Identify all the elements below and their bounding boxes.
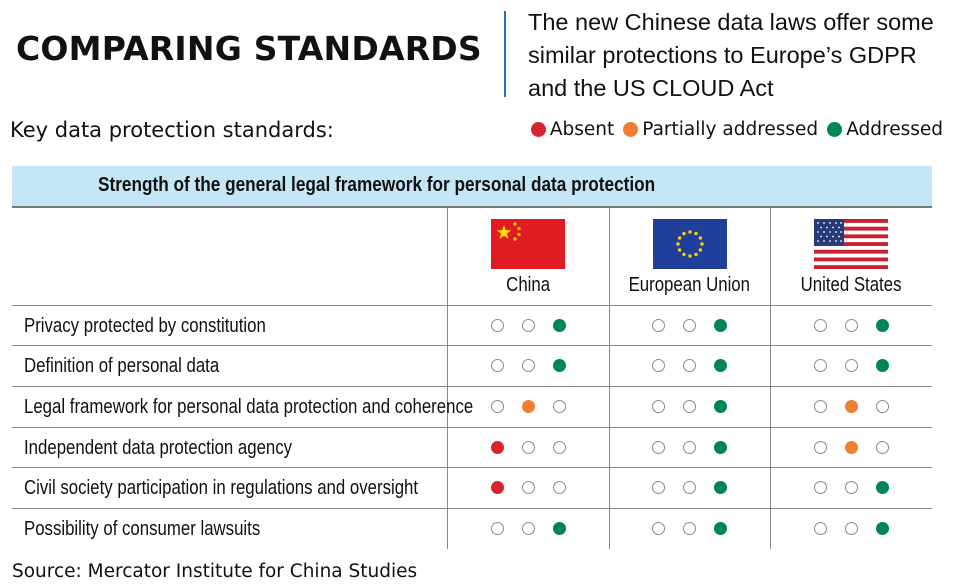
legend-dot-addressed [827, 122, 843, 137]
legend-item-partial: Partially addressed [623, 119, 818, 140]
rating-dot-us-addressed [875, 318, 889, 332]
legend-item-absent: Absent [530, 119, 615, 140]
rating-dot-empty [652, 400, 665, 413]
rating-dot-eu-addressed [714, 521, 727, 535]
title-divider [504, 11, 506, 97]
rating-dot-china-partially-addressed [521, 400, 535, 413]
rating-dot-empty [875, 440, 889, 454]
row-label: Possibility of consumer lawsuits [24, 518, 261, 540]
table-header: Strength of the general legal framework … [12, 166, 932, 208]
row-divider [12, 305, 932, 306]
rating-dot-empty [813, 440, 827, 454]
rating-dot-empty [683, 400, 696, 413]
row-divider [12, 467, 932, 468]
row-label: Definition of personal data [24, 355, 220, 377]
legend-dot-partial [623, 122, 639, 137]
rating-dot-empty [490, 400, 504, 413]
rating-dot-empty [844, 318, 858, 332]
row-label: Privacy protected by constitution [24, 315, 266, 337]
china-flag-icon [491, 219, 565, 269]
rating-dot-eu-addressed [714, 318, 727, 332]
rating-dot-empty [813, 318, 827, 332]
legend-label-addressed: Addressed [846, 119, 943, 140]
rating-dot-empty [490, 318, 504, 332]
row-divider [12, 427, 932, 428]
rating-dot-us-addressed [875, 481, 889, 495]
row-label: Legal framework for personal data protec… [24, 396, 474, 418]
rating-dot-empty [552, 440, 566, 454]
rating-dot-china-addressed [552, 359, 566, 373]
row-label: Independent data protection agency [24, 437, 293, 459]
rating-dot-empty [683, 318, 696, 332]
legend: Absent Partially addressed Addressed [530, 119, 943, 140]
column-header-us: United States [770, 208, 932, 305]
rating-dot-us-addressed [875, 521, 889, 535]
table-title: Strength of the general legal framework … [98, 174, 656, 196]
rating-dot-empty [490, 359, 504, 373]
rating-dot-eu-addressed [714, 400, 727, 413]
rating-dot-empty [844, 481, 858, 495]
rating-dot-china-absent [490, 481, 504, 495]
rating-dot-empty [521, 521, 535, 535]
rating-dot-us-partially-addressed [844, 440, 858, 454]
rating-dot-eu-addressed [714, 359, 727, 373]
column-divider [447, 208, 448, 549]
key-label: Key data protection standards: [10, 118, 334, 142]
rating-dot-empty [813, 400, 827, 413]
rating-dot-china-addressed [552, 318, 566, 332]
rating-dot-us-addressed [875, 359, 889, 373]
rating-dot-eu-addressed [714, 440, 727, 454]
rating-dot-empty [552, 400, 566, 413]
rating-dot-empty [490, 521, 504, 535]
eu-flag-icon [652, 219, 727, 269]
rating-dot-empty [652, 359, 665, 373]
rating-dot-empty [552, 481, 566, 495]
rating-dot-us-partially-addressed [844, 400, 858, 413]
column-label-china: China [506, 274, 550, 296]
legend-label-partial: Partially addressed [642, 119, 819, 140]
column-label-us: United States [800, 274, 902, 296]
rating-dot-empty [521, 359, 535, 373]
rating-dot-eu-addressed [714, 481, 727, 495]
row-label: Civil society participation in regulatio… [24, 477, 419, 499]
rating-dot-china-absent [490, 440, 504, 454]
rating-dot-empty [652, 440, 665, 454]
row-divider [12, 508, 932, 509]
rating-dot-china-addressed [552, 521, 566, 535]
rating-dot-empty [521, 318, 535, 332]
rating-dot-empty [683, 481, 696, 495]
source-note: Source: Mercator Institute for China Stu… [12, 561, 418, 582]
rating-dot-empty [652, 521, 665, 535]
column-header-china: China [447, 208, 609, 305]
rating-dot-empty [844, 359, 858, 373]
row-divider [12, 386, 932, 387]
rating-dot-empty [683, 521, 696, 535]
rating-dot-empty [521, 440, 535, 454]
legend-dot-absent [530, 122, 546, 137]
rating-dot-empty [813, 481, 827, 495]
legend-item-addressed: Addressed [827, 119, 943, 140]
rating-dot-empty [652, 481, 665, 495]
page-title: COMPARING STANDARDS [16, 29, 482, 68]
rating-dot-empty [683, 359, 696, 373]
rating-dot-empty [521, 481, 535, 495]
column-divider [770, 208, 771, 549]
row-divider [12, 345, 932, 346]
rating-dot-empty [875, 400, 889, 413]
column-label-eu: European Union [628, 274, 751, 296]
rating-dot-empty [813, 359, 827, 373]
subtitle: The new Chinese data laws offer some sim… [528, 9, 934, 101]
rating-dot-empty [844, 521, 858, 535]
column-divider [609, 208, 610, 549]
rating-dot-empty [652, 318, 665, 332]
rating-dot-empty [813, 521, 827, 535]
column-header-eu: European Union [609, 208, 770, 305]
us-flag-icon [814, 219, 888, 269]
legend-label-absent: Absent [549, 119, 615, 140]
rating-dot-empty [683, 440, 696, 454]
